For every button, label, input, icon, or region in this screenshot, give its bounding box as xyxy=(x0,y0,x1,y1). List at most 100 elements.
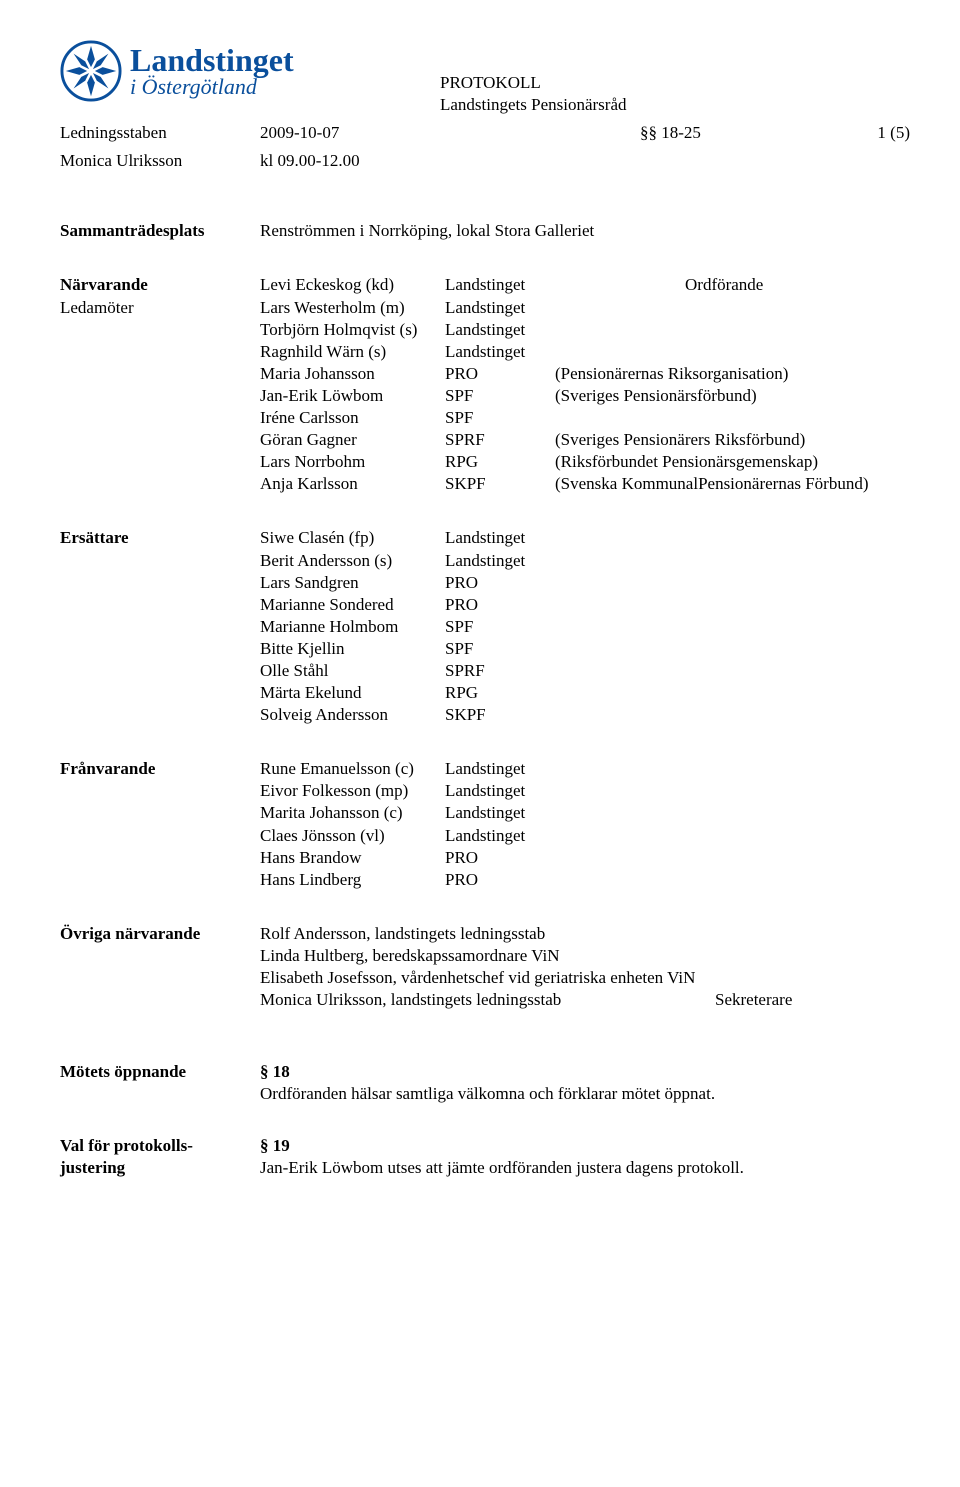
ovriga-label: Övriga närvarande xyxy=(60,923,260,1011)
time-range: kl 09.00-12.00 xyxy=(260,150,440,172)
attendee-name: Marianne Holmbom xyxy=(260,616,445,638)
attendee-row: Hans LindbergPRO xyxy=(260,869,910,891)
meta-row-1: Ledningsstaben 2009-10-07 §§ 18-25 1 (5) xyxy=(60,122,910,144)
attendee-name: Bitte Kjellin xyxy=(260,638,445,660)
attendee-name: Ragnhild Wärn (s) xyxy=(260,341,445,363)
author-name: Monica Ulriksson xyxy=(60,150,260,172)
attendee-row: Siwe Clasén (fp)Landstinget xyxy=(260,527,910,549)
attendee-org: Landstinget xyxy=(445,802,555,824)
ovriga-last-row: Monica Ulriksson, landstingets ledningss… xyxy=(260,989,910,1011)
attendee-name: Berit Andersson (s) xyxy=(260,550,445,572)
plats-text: Renströmmen i Norrköping, lokal Stora Ga… xyxy=(260,220,910,242)
attendee-row: Eivor Folkesson (mp)Landstinget xyxy=(260,780,910,802)
attendee-org: SPRF xyxy=(445,660,555,682)
attendee-name: Marita Johansson (c) xyxy=(260,802,445,824)
attendee-name: Lars Westerholm (m) xyxy=(260,297,445,319)
attendee-org: SPF xyxy=(445,638,555,660)
attendee-org: SPF xyxy=(445,385,555,407)
section-19-text: Jan-Erik Löwbom utses att jämte ordföran… xyxy=(260,1157,910,1179)
attendee-name: Jan-Erik Löwbom xyxy=(260,385,445,407)
attendee-row: Lars Westerholm (m)Landstinget xyxy=(260,297,910,319)
attendee-desc xyxy=(555,319,910,341)
ovriga-last-role: Sekreterare xyxy=(715,989,792,1011)
attendee-org: Landstinget xyxy=(445,527,555,549)
ersattare-label: Ersättare xyxy=(60,527,260,726)
attendee-row: Ragnhild Wärn (s)Landstinget xyxy=(260,341,910,363)
attendee-org: Landstinget xyxy=(445,297,555,319)
attendee-org: Landstinget xyxy=(445,758,555,780)
val-label-line1: Val för protokolls- xyxy=(60,1135,260,1157)
attendee-row: Lars SandgrenPRO xyxy=(260,572,910,594)
ersattare-section: Ersättare Siwe Clasén (fp)LandstingetBer… xyxy=(60,527,910,726)
ledamoter-sublabel: Ledamöter xyxy=(60,297,260,319)
attendee-org: Landstinget xyxy=(445,274,555,296)
attendee-row: Olle StåhlSPRF xyxy=(260,660,910,682)
attendee-row: Torbjörn Holmqvist (s)Landstinget xyxy=(260,319,910,341)
attendee-row: Claes Jönsson (vl)Landstinget xyxy=(260,825,910,847)
attendee-name: Marianne Sondered xyxy=(260,594,445,616)
attendee-org: Landstinget xyxy=(445,780,555,802)
section-18-number: § 18 xyxy=(260,1061,910,1083)
attendee-org: PRO xyxy=(445,847,555,869)
attendee-row: Göran GagnerSPRF(Sveriges Pensionärers R… xyxy=(260,429,910,451)
attendee-name: Maria Johansson xyxy=(260,363,445,385)
attendee-org: PRO xyxy=(445,869,555,891)
attendee-row: Levi Eckeskog (kd)LandstingetOrdförande xyxy=(260,274,910,296)
narvarande-label: Närvarande xyxy=(60,274,260,296)
attendee-name: Hans Lindberg xyxy=(260,869,445,891)
attendee-org: SPF xyxy=(445,407,555,429)
attendee-org: Landstinget xyxy=(445,825,555,847)
narvarande-section: Närvarande Ledamöter Levi Eckeskog (kd)L… xyxy=(60,274,910,495)
attendee-name: Göran Gagner xyxy=(260,429,445,451)
attendee-name: Lars Norrbohm xyxy=(260,451,445,473)
attendee-row: Maria JohanssonPRO(Pensionärernas Riksor… xyxy=(260,363,910,385)
plats-label: Sammanträdesplats xyxy=(60,220,260,242)
protokoll-subtitle: Landstingets Pensionärsråd xyxy=(440,94,627,116)
ovriga-last-name: Monica Ulriksson, landstingets ledningss… xyxy=(260,989,715,1011)
attendee-desc: (Sveriges Pensionärsförbund) xyxy=(555,385,910,407)
header-block: PROTOKOLL Landstingets Pensionärsråd xyxy=(60,72,910,116)
page-number: 1 (5) xyxy=(760,122,910,144)
attendee-row: Lars NorrbohmRPG(Riksförbundet Pensionär… xyxy=(260,451,910,473)
attendee-row: Jan-Erik LöwbomSPF(Sveriges Pensionärsfö… xyxy=(260,385,910,407)
section-19: Val för protokolls- justering § 19 Jan-E… xyxy=(60,1135,910,1179)
franvarande-label: Frånvarande xyxy=(60,758,260,891)
attendee-org: RPG xyxy=(445,682,555,704)
attendee-org: Landstinget xyxy=(445,341,555,363)
sammantradesplats-section: Sammanträdesplats Renströmmen i Norrköpi… xyxy=(60,220,910,242)
attendee-org: Landstinget xyxy=(445,319,555,341)
attendee-name: Rune Emanuelsson (c) xyxy=(260,758,445,780)
attendee-desc xyxy=(555,341,910,363)
attendee-desc: Ordförande xyxy=(555,274,910,296)
attendee-org: PRO xyxy=(445,363,555,385)
attendee-row: Rune Emanuelsson (c)Landstinget xyxy=(260,758,910,780)
protokoll-title: PROTOKOLL xyxy=(440,72,627,94)
attendee-row: Anja KarlssonSKPF(Svenska KommunalPensio… xyxy=(260,473,910,495)
attendee-org: PRO xyxy=(445,572,555,594)
attendee-org: SKPF xyxy=(445,704,555,726)
attendee-row: Marianne HolmbomSPF xyxy=(260,616,910,638)
attendee-name: Claes Jönsson (vl) xyxy=(260,825,445,847)
attendee-row: Marita Johansson (c)Landstinget xyxy=(260,802,910,824)
ovriga-section: Övriga närvarande Rolf Andersson, landst… xyxy=(60,923,910,1011)
val-label-line2: justering xyxy=(60,1157,260,1179)
attendee-org: PRO xyxy=(445,594,555,616)
attendee-desc: (Riksförbundet Pensionärsgemenskap) xyxy=(555,451,910,473)
attendee-desc xyxy=(555,297,910,319)
attendee-name: Solveig Andersson xyxy=(260,704,445,726)
ovriga-line: Elisabeth Josefsson, vårdenhetschef vid … xyxy=(260,967,910,989)
attendee-name: Lars Sandgren xyxy=(260,572,445,594)
attendee-org: RPG xyxy=(445,451,555,473)
section-range: §§ 18-25 xyxy=(640,122,760,144)
section-18: Mötets öppnande § 18 Ordföranden hälsar … xyxy=(60,1061,910,1105)
motets-oppnande-label: Mötets öppnande xyxy=(60,1061,260,1105)
attendee-name: Märta Ekelund xyxy=(260,682,445,704)
attendee-row: Solveig AnderssonSKPF xyxy=(260,704,910,726)
section-18-text: Ordföranden hälsar samtliga välkomna och… xyxy=(260,1083,910,1105)
attendee-org: Landstinget xyxy=(445,550,555,572)
attendee-desc: (Svenska KommunalPensionärernas Förbund) xyxy=(555,473,910,495)
ovriga-line: Linda Hultberg, beredskapssamordnare ViN xyxy=(260,945,910,967)
date: 2009-10-07 xyxy=(260,122,440,144)
attendee-name: Hans Brandow xyxy=(260,847,445,869)
attendee-name: Olle Ståhl xyxy=(260,660,445,682)
